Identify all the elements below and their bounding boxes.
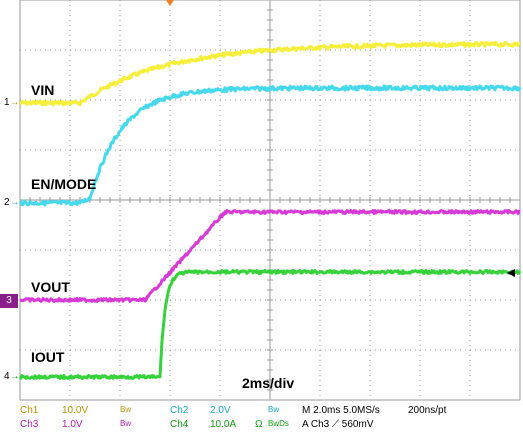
ch2-label[interactable]: Ch2 xyxy=(170,405,189,416)
trace-en-mode xyxy=(19,84,522,207)
ch3-bw: Bw xyxy=(120,419,132,428)
ch3-label[interactable]: Ch3 xyxy=(20,419,39,430)
trace-vin xyxy=(19,41,521,107)
graticule-grid xyxy=(19,0,521,401)
ch4-ohm-icon: Ω xyxy=(255,419,263,430)
ch2-bw: Bw xyxy=(268,405,280,414)
trace-label-vin: VIN xyxy=(31,82,55,98)
trigger-readout[interactable]: A Ch3 ⟋ 560mV xyxy=(302,419,374,430)
ch3-ground-marker[interactable]: 3 xyxy=(0,294,18,308)
timebase-readout[interactable]: M 2.0ms 5.0MS/s xyxy=(302,405,380,416)
ch1-bw: Bw xyxy=(120,405,132,414)
trace-label-en-mode: EN/MODE xyxy=(31,176,97,192)
trigger-position-icon xyxy=(166,0,174,6)
ch4-bw: BwDs xyxy=(268,419,289,428)
timebase-annotation: 2ms/div xyxy=(242,375,295,391)
status-bar: Ch1 10.0V Bw Ch2 2.0V Bw M 2.0ms 5.0MS/s… xyxy=(0,402,523,436)
ch3-scale: 1.0V xyxy=(62,419,83,430)
ch4-scale: 10.0A xyxy=(210,419,237,430)
ch1-scale: 10.0V xyxy=(62,405,89,416)
sample-interval: 200ns/pt xyxy=(408,405,447,416)
trace-group xyxy=(18,41,522,380)
ch2-scale: 2.0V xyxy=(210,405,231,416)
ch4-label[interactable]: Ch4 xyxy=(170,419,189,430)
ch4-ground-marker[interactable]: 4→ xyxy=(4,371,20,382)
ch1-label[interactable]: Ch1 xyxy=(20,405,39,416)
ch2-ground-marker[interactable]: 2→ xyxy=(4,197,20,208)
trace-label-vout: VOUT xyxy=(31,279,70,295)
trace-vout xyxy=(19,209,521,303)
ch1-ground-marker[interactable]: 1→ xyxy=(4,97,20,108)
waveform-screen xyxy=(18,0,522,401)
trace-iout xyxy=(18,269,522,380)
trigger-level-icon xyxy=(507,269,515,277)
trace-label-iout: IOUT xyxy=(31,349,65,365)
